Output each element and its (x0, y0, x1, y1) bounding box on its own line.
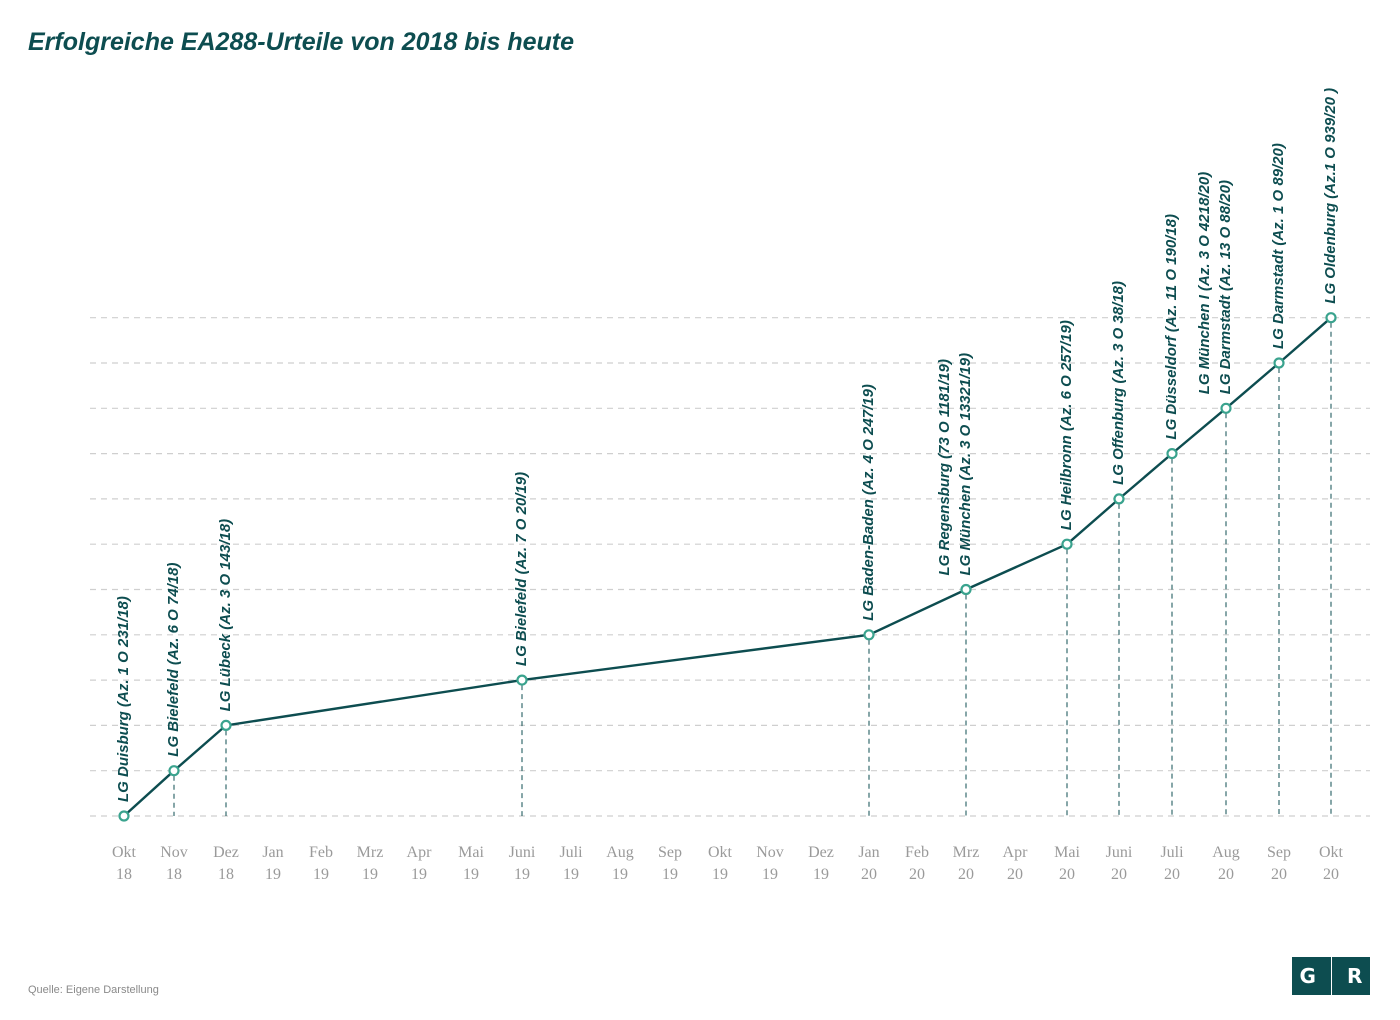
x-tick-year: 19 (362, 866, 378, 883)
x-tick-year: 20 (1111, 866, 1127, 883)
point-label: LG Baden-Baden (Az. 4 O 247/19) (860, 384, 877, 621)
point-label: LG Darmstadt (Az. 1 O 89/20) (1270, 143, 1287, 349)
x-tick-month: Juni (509, 844, 536, 861)
point-label: LG Oldenburg (Az.1 O 939/20 ) (1322, 88, 1339, 304)
chart-title: Erfolgreiche EA288-Urteile von 2018 bis … (28, 28, 575, 56)
x-tick-year: 19 (463, 866, 479, 883)
point-label: LG Bielefeld (Az. 7 O 20/19) (513, 472, 530, 666)
data-point (1273, 357, 1285, 369)
x-tick-year: 19 (712, 866, 728, 883)
x-tick-year: 19 (563, 866, 579, 883)
point-label: LG München I (Az. 3 O 4218/20) (1196, 172, 1213, 395)
x-tick-month: Aug (606, 844, 634, 861)
x-tick-month: Feb (309, 844, 333, 861)
data-point (1061, 538, 1073, 550)
grid-lines (90, 317, 1370, 817)
x-tick-month: Dez (213, 844, 239, 861)
point-label: LG Offenburg (Az. 3 O 38/18) (1110, 281, 1127, 485)
x-tick-month: Nov (160, 844, 188, 861)
drop-lines (173, 322, 1332, 816)
data-point (960, 583, 972, 596)
x-tick-month: Juli (1160, 844, 1184, 861)
x-tick-year: 19 (313, 866, 329, 883)
x-tick-month: Apr (1003, 844, 1029, 861)
x-tick-month: Jan (858, 844, 879, 861)
x-tick-year: 18 (166, 866, 182, 883)
x-tick-year: 20 (861, 866, 877, 883)
logo-divider (1330, 957, 1332, 995)
x-tick-year: 19 (813, 866, 829, 883)
data-point (168, 765, 180, 777)
point-label: LG Lübeck (Az. 3 O 143/18) (217, 519, 234, 712)
x-tick-year: 20 (1059, 866, 1075, 883)
x-tick-year: 20 (1218, 866, 1234, 883)
logo-letter-r: R (1347, 964, 1363, 988)
data-point (1113, 493, 1125, 505)
point-label: LG Duisburg (Az. 1 O 231/18) (115, 596, 132, 802)
x-tick-month: Juli (559, 844, 583, 861)
x-tick-year: 19 (762, 866, 778, 883)
x-tick-year: 20 (1007, 866, 1023, 883)
data-point (1325, 312, 1337, 324)
x-tick-month: Apr (407, 844, 433, 861)
data-point (1220, 402, 1232, 414)
gr-logo: G R (1292, 957, 1370, 995)
x-tick-month: Juni (1106, 844, 1133, 861)
x-tick-year: 20 (1271, 866, 1287, 883)
data-point (516, 674, 528, 686)
source-note: Quelle: Eigene Darstellung (28, 984, 159, 996)
x-tick-month: Okt (112, 844, 137, 861)
x-tick-year: 20 (1164, 866, 1180, 883)
point-label: LG München (Az. 3 O 13321/19) (957, 353, 974, 576)
point-label: LG Bielefeld (Az. 6 O 74/18) (165, 562, 182, 756)
x-tick-year: 19 (411, 866, 427, 883)
x-tick-year: 19 (265, 866, 281, 883)
x-tick-month: Aug (1212, 844, 1240, 861)
x-tick-year: 18 (218, 866, 234, 883)
x-tick-year: 19 (662, 866, 678, 883)
x-tick-year: 18 (116, 866, 132, 883)
point-label: LG Heilbronn (Az. 6 O 257/19) (1058, 320, 1075, 530)
point-label: LG Darmstadt (Az. 13 O 88/20) (1217, 180, 1234, 394)
point-label: LG Regensburg (73 O 1181/19) (936, 359, 953, 575)
x-tick-year: 19 (612, 866, 628, 883)
x-tick-month: Mrz (953, 844, 980, 861)
x-tick-month: Mai (458, 844, 484, 861)
x-tick-month: Sep (1267, 844, 1291, 861)
x-tick-month: Jan (262, 844, 283, 861)
x-tick-year: 20 (958, 866, 974, 883)
point-label: LG Düsseldorf (Az. 11 O 190/18) (1163, 214, 1180, 440)
x-tick-month: Nov (756, 844, 784, 861)
x-tick-year: 20 (1323, 866, 1339, 883)
x-tick-year: 19 (514, 866, 530, 883)
data-point (118, 810, 130, 822)
data-point (863, 629, 875, 641)
markers (118, 312, 1337, 822)
x-tick-month: Mai (1054, 844, 1080, 861)
x-axis-ticks: Okt 18 Nov 18 Dez 18 Jan 19 Feb 19 Mrz 19 Apr 19 Mai 19… (112, 844, 1344, 883)
x-tick-month: Feb (905, 844, 929, 861)
data-point (220, 719, 232, 732)
x-tick-month: Dez (808, 844, 834, 861)
data-point (1166, 448, 1178, 460)
series-line (123, 316, 1332, 817)
logo-letter-g: G (1299, 964, 1316, 988)
x-tick-month: Okt (1319, 844, 1344, 861)
x-tick-month: Mrz (357, 844, 384, 861)
point-labels: LG Duisburg (Az. 1 O 231/18) LG Bielefeld… (115, 88, 1339, 802)
x-tick-year: 20 (909, 866, 925, 883)
x-tick-month: Okt (708, 844, 733, 861)
x-tick-month: Sep (658, 844, 682, 861)
series (123, 316, 1332, 817)
